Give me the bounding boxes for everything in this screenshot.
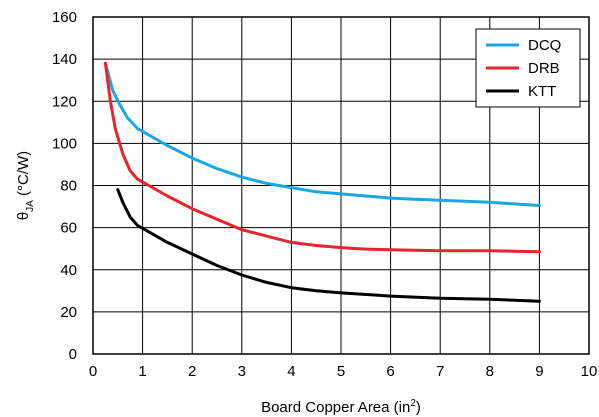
legend-label-drb: DRB [528,60,560,77]
x-tick-label: 3 [238,363,246,380]
x-tick-label: 6 [386,363,394,380]
legend: DCQ DRB KTT [475,28,581,108]
series-line-ktt [116,188,541,303]
y-tick-label: 140 [52,51,77,68]
x-axis-label-close: ) [416,399,421,416]
x-tick-label: 8 [486,363,494,380]
x-axis-label: Board Copper Area (in2) [261,398,421,416]
x-tick-label: 4 [287,363,295,380]
y-tick-label: 120 [52,93,77,110]
x-tick-label: 0 [89,363,97,380]
y-axis-label: θJA (°C/W) [15,151,36,220]
y-tick-label: 100 [52,135,77,152]
x-tick-label: 5 [337,363,345,380]
x-tick-label: 9 [535,363,543,380]
y-tick-label: 160 [52,9,77,26]
y-tick-label: 80 [60,178,77,195]
y-axis-label-theta: θ [15,212,32,220]
plot-frame [92,16,590,355]
series-layer [103,61,541,303]
x-axis-label-main: Board Copper Area (in [261,399,410,416]
series-line-dcq [103,61,541,207]
y-tick-label: 40 [60,262,77,279]
series-line-drb [103,61,541,254]
x-tick-label: 10 [581,363,598,380]
y-tick-label: 20 [60,304,77,321]
y-axis-label-sub: JA [25,200,36,212]
y-axis-label-unit: (°C/W) [15,151,32,200]
y-tick-label: 0 [69,346,77,363]
legend-label-dcq: DCQ [528,37,561,54]
x-tick-label: 7 [436,363,444,380]
x-tick-label: 2 [188,363,196,380]
x-axis-label-sup: 2 [410,398,416,409]
y-tick-label: 60 [60,220,77,237]
legend-label-ktt: KTT [528,83,556,100]
x-tick-label: 1 [138,363,146,380]
